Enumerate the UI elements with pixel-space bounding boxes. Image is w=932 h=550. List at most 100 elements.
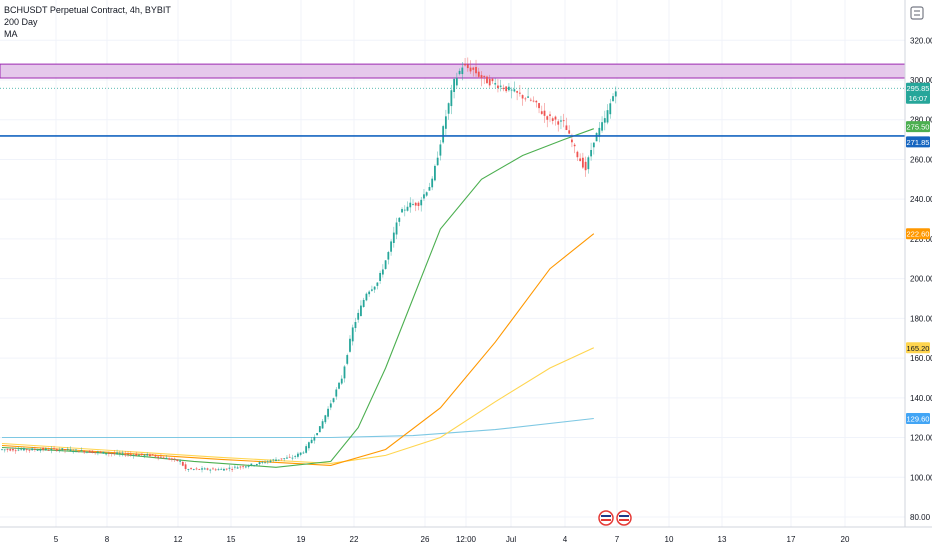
candle-body [431,178,434,188]
candle-body [6,449,9,451]
candle-body [360,305,362,317]
candle-body [80,450,83,451]
candle-body [165,457,168,459]
candle-body [469,67,472,72]
candle-body [91,451,94,454]
candle-body [403,209,406,211]
candle-body [75,449,77,451]
candle-body [406,206,409,211]
us-flag-stripe [601,519,611,521]
candle-body [494,83,497,85]
candle-body [187,469,190,470]
x-tick-label: 19 [297,535,306,544]
candle-body [225,468,228,470]
candle-body [540,111,543,114]
y-tick-labels: 80.00 100.00 120.00 140.00 160.00 180.00 200.0… [910,36,932,522]
candle-body [384,260,387,269]
candle-body [102,451,105,454]
us-flag-icon[interactable] [598,510,614,526]
candle-body [327,408,329,417]
candle-body [486,76,488,84]
candle-body [524,98,527,100]
candle-body [538,103,540,109]
candle-body [261,461,264,463]
candle-body [192,469,195,470]
indicator-ma[interactable]: MA [4,29,18,39]
candle-body [357,312,360,320]
candle-body [86,451,88,453]
candle-body [36,450,39,452]
x-tick-label: 8 [105,535,110,544]
candle-body [373,286,376,290]
candle-body [77,451,80,453]
candle-body [228,467,231,469]
candle-body [420,199,423,206]
candle-body [25,449,28,451]
indicator-200-day[interactable]: 200 Day [4,17,38,27]
candle-body [461,67,464,75]
candle-body [20,449,23,451]
candle-body [198,469,201,470]
candle-body [423,194,425,199]
candle-body [160,456,162,458]
countdown-label: 16:07 [909,94,928,103]
candle-body [162,457,165,459]
candle-body [39,449,42,451]
candle-body [439,144,442,156]
candle-body [299,452,302,455]
candle-body [201,468,203,470]
x-tick-label: 12:00 [456,535,477,544]
x-tick-label: 26 [421,535,430,544]
candle-body [477,71,480,77]
candle-body [195,468,198,470]
ma-yellow-label: 165.20 [907,344,930,353]
candle-body [206,468,209,470]
candle-body [349,338,351,352]
candle-body [557,121,560,125]
candle-body [362,299,365,307]
candle-body [253,465,255,466]
candle-body [455,77,458,86]
candle-body [258,462,261,465]
time-axis[interactable] [0,527,932,550]
candle-body [603,118,606,123]
candle-body [502,87,505,90]
candle-body [305,446,308,453]
candle-body [458,70,461,75]
candle-body [283,458,286,460]
us-flag-icon[interactable] [616,510,632,526]
chart-settings-icon[interactable] [910,6,924,20]
candles [1,57,617,474]
y-tick-label: 80.00 [910,513,931,522]
candle-body [340,378,343,384]
candle-body [565,125,568,130]
candle-body [42,448,44,450]
symbol-title[interactable]: BCHUSDT Perpetual Contract, 4h, BYBIT [4,5,171,15]
countdown-label-bg [906,92,930,104]
x-tick-label: 17 [787,535,796,544]
candle-body [118,453,121,455]
y-tick-label: 300.00 [910,76,932,85]
candle-body [425,192,428,196]
event-flags[interactable] [598,510,632,526]
candle-body [546,116,549,120]
candle-body [17,449,20,451]
ma-green-label-bg [906,121,930,133]
candle-body [239,466,242,468]
candle-body [184,464,187,470]
candle-body [94,451,97,453]
candle-body [12,448,14,451]
candle-body [58,449,61,451]
candle-body [568,130,571,134]
candle-body [266,461,269,463]
ma-orange-label: 222.60 [907,230,930,239]
candle-body [324,415,327,423]
candle-body [335,389,338,397]
candle-body [313,436,316,441]
candle-body [434,165,436,181]
candle-body [264,462,266,464]
candle-body [444,116,447,129]
candle-body [354,322,357,329]
y-tick-label: 120.00 [910,434,932,443]
